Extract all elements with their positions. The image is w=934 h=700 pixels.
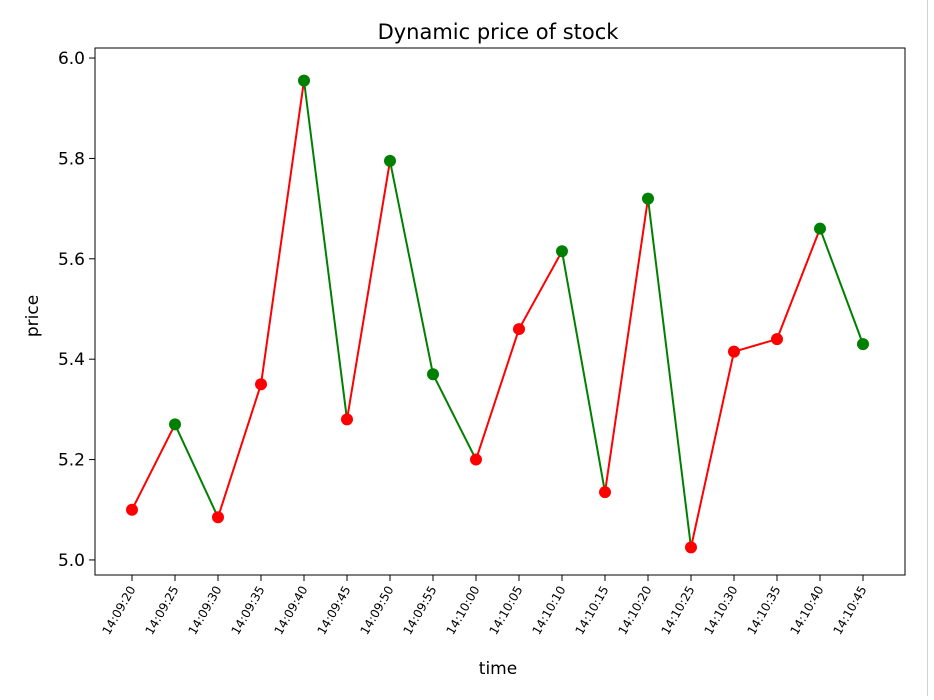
price-series (126, 74, 869, 554)
price-point (169, 418, 181, 431)
price-fall-segment (819, 228, 864, 345)
x-axis-label: time (479, 659, 517, 679)
price-rise-segment (604, 198, 649, 493)
price-point (771, 333, 783, 346)
x-tick-label: 14:10:05 (487, 584, 526, 638)
price-point (384, 154, 396, 167)
price-fall-segment (389, 160, 434, 375)
x-tick-label: 14:10:45 (831, 584, 870, 638)
price-point (814, 222, 826, 235)
axis-ticks: 5.05.25.45.65.86.014:09:20 14:09:25 14:09:… (58, 49, 870, 637)
x-tick-label: 14:09:50 (358, 584, 397, 638)
price-point (427, 368, 439, 381)
price-rise-segment (131, 423, 176, 511)
x-tick-label: 14:10:00 (444, 584, 483, 638)
price-fall-segment (303, 80, 348, 420)
x-tick-label: 14:09:45 (315, 584, 354, 638)
x-tick-label: 14:09:30 (186, 584, 225, 638)
window-edge (927, 0, 934, 696)
price-point (599, 486, 611, 499)
plot-area-frame (94, 47, 906, 576)
y-tick-label: 5.6 (58, 250, 85, 270)
price-point (255, 378, 267, 391)
price-rise-segment (518, 250, 563, 330)
x-tick-label: 14:10:35 (745, 584, 784, 638)
price-point (212, 511, 224, 524)
price-rise-segment (260, 80, 305, 385)
price-point (642, 192, 654, 205)
x-tick-label: 14:10:30 (702, 584, 741, 638)
price-fall-segment (647, 198, 692, 548)
price-point (556, 245, 568, 258)
price-point (513, 323, 525, 336)
x-tick-label: 14:10:10 (530, 584, 569, 638)
x-tick-label: 14:09:55 (401, 584, 440, 638)
price-point (126, 503, 138, 516)
price-point (857, 338, 869, 351)
x-tick-label: 14:09:25 (143, 584, 182, 638)
chart-title: Dynamic price of stock (378, 20, 620, 44)
price-fall-segment (174, 424, 219, 518)
price-point (470, 453, 482, 466)
y-tick-label: 5.0 (58, 551, 85, 571)
y-axis-label: price (23, 295, 43, 337)
price-rise-segment (217, 383, 262, 518)
price-rise-segment (346, 160, 391, 420)
price-rise-segment (733, 338, 778, 353)
y-tick-label: 5.2 (58, 451, 85, 471)
x-tick-label: 14:10:40 (788, 584, 827, 638)
y-tick-label: 5.4 (58, 350, 85, 370)
x-tick-label: 14:09:40 (272, 584, 311, 638)
price-point (728, 345, 740, 358)
price-point (685, 541, 697, 554)
price-point (341, 413, 353, 426)
price-fall-segment (561, 251, 606, 493)
x-tick-label: 14:10:25 (659, 584, 698, 638)
y-tick-label: 5.8 (58, 149, 85, 169)
x-tick-label: 14:09:35 (229, 584, 268, 638)
price-fall-segment (432, 373, 477, 461)
price-rise-segment (690, 351, 735, 548)
price-rise-segment (776, 228, 821, 340)
x-tick-label: 14:09:20 (100, 584, 139, 638)
price-rise-segment (475, 328, 520, 460)
y-tick-label: 6.0 (58, 49, 85, 69)
x-tick-label: 14:10:20 (616, 584, 655, 638)
x-tick-label: 14:10:15 (573, 584, 612, 638)
price-point (298, 74, 310, 87)
